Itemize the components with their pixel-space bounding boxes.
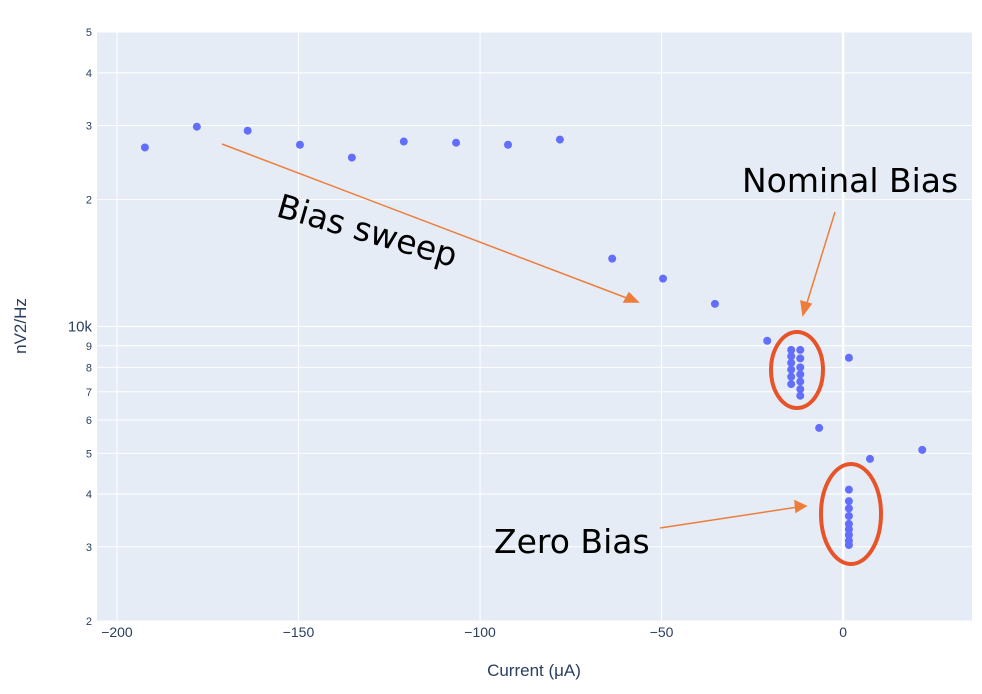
point — [844, 530, 853, 539]
point — [844, 525, 853, 534]
point — [140, 143, 149, 152]
y-tick-label: 6 — [86, 415, 92, 427]
point — [844, 485, 853, 494]
point — [787, 365, 796, 374]
y-tick-label: 5 — [86, 27, 92, 39]
point — [787, 352, 796, 361]
point — [608, 254, 617, 263]
point — [796, 354, 805, 363]
y-tick-label: 7 — [86, 387, 92, 399]
point — [844, 497, 853, 506]
point — [787, 345, 796, 354]
point — [787, 380, 796, 389]
arrow-head — [622, 291, 640, 303]
point — [815, 423, 824, 432]
point — [295, 140, 304, 149]
y-tick-label: 2 — [86, 616, 92, 628]
annotation-text: Zero Bias — [494, 522, 650, 561]
point — [347, 153, 356, 162]
point — [787, 372, 796, 381]
point — [787, 358, 796, 367]
y-tick-label: 9 — [86, 341, 92, 353]
marks — [140, 122, 927, 549]
y-tick-label: 4 — [86, 489, 92, 501]
point — [844, 353, 853, 362]
x-tick-label: −150 — [283, 624, 315, 640]
point — [710, 299, 719, 308]
point — [659, 274, 668, 283]
y-tick-label: 3 — [86, 542, 92, 554]
point — [503, 140, 512, 149]
x-tick-label: −200 — [101, 624, 133, 640]
arrow-head — [800, 299, 813, 317]
point — [763, 336, 772, 345]
point — [452, 138, 461, 147]
y-tick-label: 5 — [86, 448, 92, 460]
arrow — [805, 211, 836, 307]
arrow — [221, 143, 633, 301]
point — [796, 345, 805, 354]
y-tick-label: 8 — [86, 362, 92, 374]
y-tick-label: 4 — [86, 68, 92, 80]
x-tick-label: −50 — [650, 624, 674, 640]
point — [796, 385, 805, 394]
arrow — [659, 506, 799, 529]
point — [399, 137, 408, 146]
point — [796, 363, 805, 372]
y-tick-label: 10k — [68, 319, 93, 336]
y-tick-label: 3 — [86, 120, 92, 132]
point — [844, 504, 853, 513]
arrow-head — [794, 499, 808, 514]
point — [192, 122, 201, 131]
point — [796, 391, 805, 400]
annotations — [221, 143, 883, 566]
x-tick-label: −100 — [464, 624, 496, 640]
point — [865, 454, 874, 463]
y-tick-label: 2 — [86, 195, 92, 207]
point — [796, 370, 805, 379]
point — [844, 540, 853, 549]
point — [555, 135, 564, 144]
grid — [97, 31, 972, 622]
circle-annotation — [819, 462, 883, 566]
point — [243, 126, 252, 135]
x-axis-label: Current (μA) — [487, 661, 581, 680]
annotation-text: Nominal Bias — [742, 161, 958, 200]
point — [796, 377, 805, 386]
circle-annotation — [769, 330, 825, 410]
point — [918, 445, 927, 454]
x-tick-label: 0 — [839, 624, 847, 640]
point — [844, 512, 853, 521]
y-axis-label: nV2/Hz — [11, 298, 30, 354]
